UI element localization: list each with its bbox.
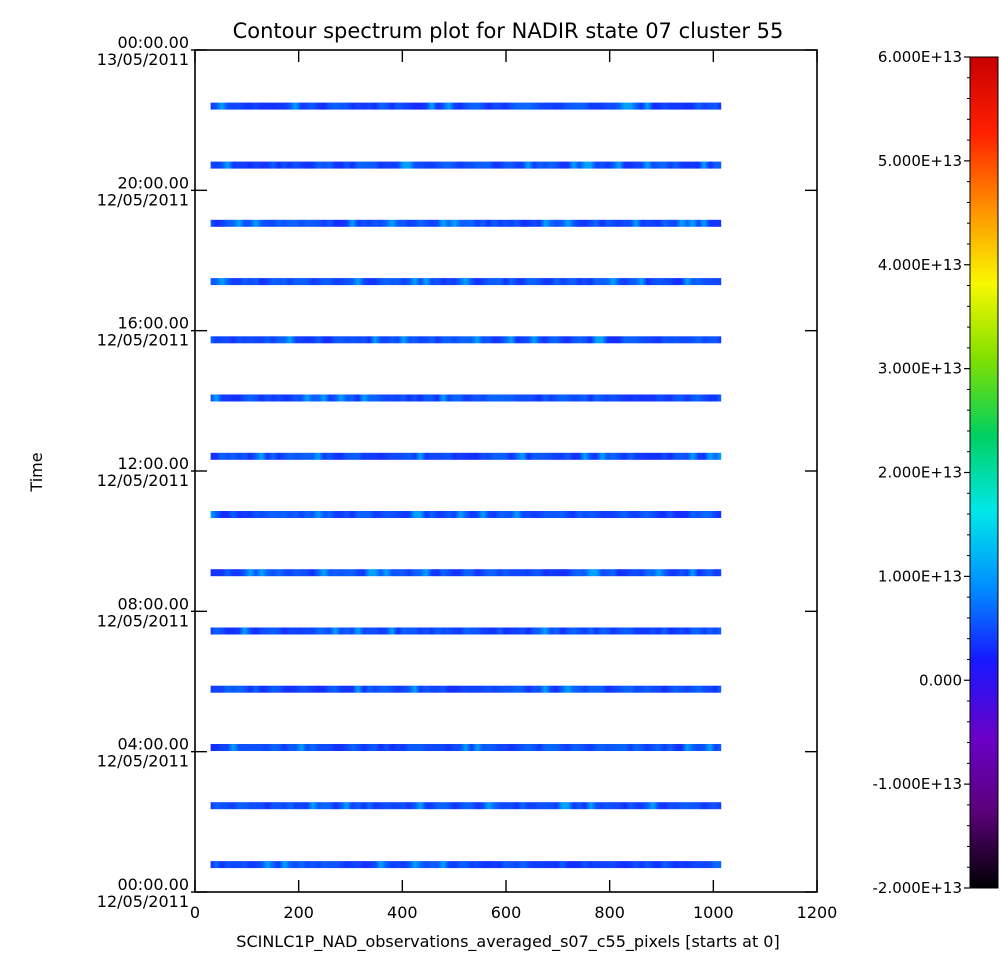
observation-band	[210, 685, 722, 693]
observation-band	[210, 394, 722, 402]
observation-band	[210, 569, 722, 577]
y-tick-time-label: 12:00.00	[117, 454, 189, 473]
plot-area	[210, 102, 722, 869]
colorbar-tick-label: -2.000E+13	[873, 879, 963, 897]
colorbar-tick-label: 3.000E+13	[878, 360, 962, 378]
observation-band	[210, 861, 722, 869]
x-axis: 0 200 400 600 800 1000 1200	[190, 50, 837, 922]
x-tick-label: 800	[594, 903, 625, 922]
y-tick-date-label: 12/05/2011	[97, 892, 189, 911]
y-tick-time-label: 00:00.00	[117, 33, 189, 52]
colorbar-tick-label: 0.000	[919, 671, 962, 689]
observation-band	[210, 511, 722, 518]
x-axis-label: SCINLC1P_NAD_observations_averaged_s07_c…	[236, 932, 779, 952]
colorbar-tick-label: 4.000E+13	[878, 256, 962, 274]
observation-band	[210, 278, 722, 286]
y-tick-date-label: 12/05/2011	[97, 611, 189, 630]
colorbar: -2.000E+13 -1.000E+13 0.000 1.000E+13 2.000E…	[873, 48, 999, 897]
y-tick-time-label: 00:00.00	[117, 875, 189, 894]
colorbar-gradient	[969, 56, 999, 889]
y-tick-date-label: 12/05/2011	[97, 190, 189, 209]
colorbar-tick-label: -1.000E+13	[873, 775, 963, 793]
observation-band	[210, 336, 722, 344]
colorbar-tick-label: 2.000E+13	[878, 464, 962, 482]
x-tick-label: 400	[387, 903, 418, 922]
observation-band	[210, 102, 722, 110]
observation-band	[210, 219, 722, 227]
x-tick-label: 1200	[797, 903, 838, 922]
y-tick-date-label: 12/05/2011	[97, 471, 189, 490]
colorbar-tick-label: 5.000E+13	[878, 152, 962, 170]
y-tick-time-label: 20:00.00	[117, 173, 189, 192]
y-tick-time-label: 16:00.00	[117, 314, 189, 333]
colorbar-tick-label: 6.000E+13	[878, 48, 962, 66]
observation-band	[210, 627, 722, 635]
x-tick-label: 1000	[693, 903, 734, 922]
observation-band	[210, 802, 722, 810]
x-tick-label: 0	[190, 903, 200, 922]
y-axis-label: Time	[27, 452, 46, 492]
y-tick-date-label: 13/05/2011	[97, 50, 189, 69]
observation-band	[210, 452, 722, 460]
y-tick-date-label: 12/05/2011	[97, 331, 189, 350]
y-tick-time-label: 04:00.00	[117, 735, 189, 754]
observation-band	[210, 161, 722, 169]
observation-band	[210, 744, 722, 751]
colorbar-tick-label: 1.000E+13	[878, 567, 962, 585]
plot-frame	[194, 49, 818, 893]
y-tick-date-label: 12/05/2011	[97, 752, 189, 771]
chart-title: Contour spectrum plot for NADIR state 07…	[233, 19, 784, 43]
y-axis: 00:00.0012/05/201104:00.0012/05/201108:0…	[97, 33, 817, 911]
x-tick-label: 200	[283, 903, 314, 922]
y-tick-time-label: 08:00.00	[117, 594, 189, 613]
x-tick-label: 600	[491, 903, 522, 922]
